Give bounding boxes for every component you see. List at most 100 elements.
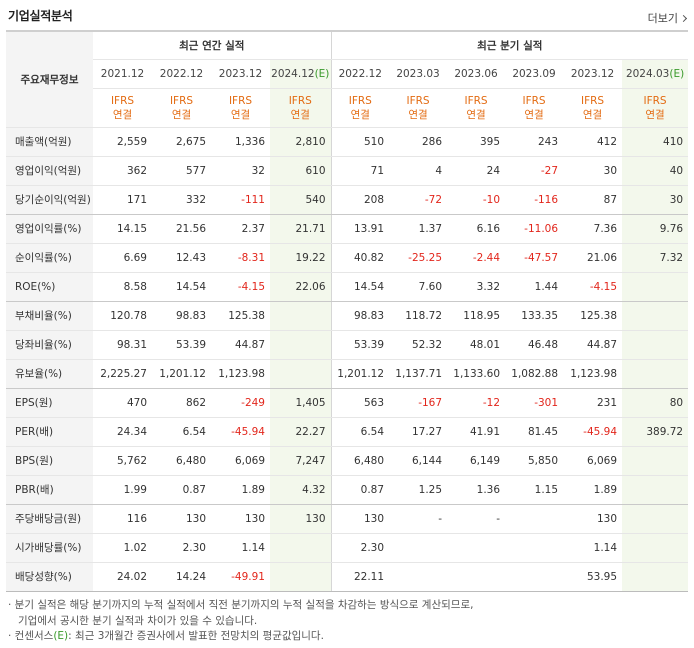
table-cell: 577 (152, 156, 211, 186)
table-cell: 81.45 (505, 417, 564, 447)
table-cell (622, 272, 689, 302)
row-label: 유보율(%) (6, 359, 93, 389)
table-cell: 1,137.71 (389, 359, 448, 389)
basis-header: IFRS 연결 (211, 88, 270, 128)
table-cell: 7,247 (270, 446, 332, 476)
table-cell: 4 (389, 156, 448, 186)
table-cell (505, 533, 564, 563)
period-header: 2021.12 (93, 59, 152, 89)
basis-header: IFRS 연결 (93, 88, 152, 128)
table-cell: 410 (622, 127, 689, 157)
table-cell: 5,850 (505, 446, 564, 476)
table-cell: 133.35 (505, 301, 564, 331)
table-cell: 98.83 (152, 301, 211, 331)
table-cell: 1.99 (93, 475, 152, 505)
table-cell: 6.16 (447, 214, 506, 244)
table-row: 당좌비율(%) 98.31 53.39 44.87 53.39 52.32 48.01 46.… (6, 330, 689, 360)
footnotes: · 분기 실적은 해당 분기까지의 누적 실적에서 직전 분기까지의 누적 실적… (8, 598, 473, 645)
group-header-annual: 최근 연간 실적 (93, 30, 332, 60)
period-header: 2023.12 (211, 59, 270, 89)
table-cell: 80 (622, 388, 689, 418)
table-cell: 1.89 (211, 475, 270, 505)
table-cell: 52.32 (389, 330, 448, 360)
estimate-mark: (E) (669, 67, 685, 80)
table-cell: -25.25 (389, 243, 448, 273)
period-label: 2023.12 (570, 67, 615, 80)
row-label: ROE(%) (6, 272, 93, 302)
table-cell: 6.54 (330, 417, 390, 447)
period-label: 2021.12 (100, 67, 145, 80)
table-cell: -301 (505, 388, 564, 418)
row-label: 순이익률(%) (6, 243, 93, 273)
table-cell (270, 301, 332, 331)
table-cell: -11.06 (505, 214, 564, 244)
table-cell: 1,082.88 (505, 359, 564, 389)
table-cell: 22.11 (330, 562, 390, 592)
table-cell: 1.14 (563, 533, 623, 563)
table-row: EPS(원) 470 862 -249 1,405 563 -167 -12 -301 231 80 (6, 388, 689, 418)
basis-consolidated: 연결 (230, 108, 251, 121)
basis-consolidated: 연결 (350, 108, 370, 121)
table-cell (270, 562, 332, 592)
period-header: 2024.03(E) (622, 59, 689, 89)
row-label: 당좌비율(%) (6, 330, 93, 360)
table-row: 유보율(%) 2,225.27 1,201.12 1,123.98 1,201.12 1,… (6, 359, 689, 389)
table-cell: 171 (93, 185, 152, 215)
table-cell (447, 533, 506, 563)
table-cell: 540 (270, 185, 332, 215)
table-cell: 130 (563, 504, 623, 534)
table-cell: 1,336 (211, 127, 270, 157)
table-cell: -47.57 (505, 243, 564, 273)
table-cell: -249 (211, 388, 270, 418)
table-cell: 1.44 (505, 272, 564, 302)
table-row: 시가배당률(%) 1.02 2.30 1.14 2.30 1.14 (6, 533, 689, 563)
row-label: PER(배) (6, 417, 93, 447)
table-row: 순이익률(%) 6.69 12.43 -8.31 19.22 40.82 -25.25 -2.… (6, 243, 689, 273)
table-cell: 1.02 (93, 533, 152, 563)
table-cell: 1,201.12 (330, 359, 390, 389)
table-cell: 30 (622, 185, 689, 215)
table-cell: 12.43 (152, 243, 211, 273)
table-cell: 130 (330, 504, 390, 534)
table-cell: 1.25 (389, 475, 448, 505)
table-cell: 8.58 (93, 272, 152, 302)
table-cell: 6,480 (152, 446, 211, 476)
table-cell: -49.91 (211, 562, 270, 592)
table-cell: 14.54 (330, 272, 390, 302)
more-link[interactable]: 더보기 (648, 10, 688, 26)
table-cell: 1.36 (447, 475, 506, 505)
table-cell: 53.39 (152, 330, 211, 360)
table-cell (270, 359, 332, 389)
basis-header: IFRS 연결 (505, 88, 564, 128)
table-cell: 1,133.60 (447, 359, 506, 389)
period-label: 2024.03 (625, 67, 670, 80)
table-cell: -27 (505, 156, 564, 186)
table-cell: 2.37 (211, 214, 270, 244)
footnote-1-cont: 기업에서 공시한 분기 실적과 차이가 있을 수 있습니다. (18, 614, 258, 627)
table-cell: 362 (93, 156, 152, 186)
table-cell: 6,069 (563, 446, 623, 476)
table-cell (622, 301, 689, 331)
basis-ifrs: IFRS (522, 94, 546, 107)
basis-header: IFRS 연결 (270, 88, 332, 128)
table-cell (389, 562, 448, 592)
table-cell: 1.15 (505, 475, 564, 505)
row-label: 부채비율(%) (6, 301, 93, 331)
basis-consolidated: 연결 (524, 108, 544, 121)
table-row: ROE(%) 8.58 14.54 -4.15 22.06 14.54 7.60 3.32 1.… (6, 272, 689, 302)
table-cell: 21.06 (563, 243, 623, 273)
row-label: 영업이익률(%) (6, 214, 93, 244)
table-cell: 120.78 (93, 301, 152, 331)
footnote-2: · 컨센서스(E): 최근 3개월간 증권사에서 발표한 전망치의 평균값입니다… (8, 629, 473, 645)
basis-ifrs: IFRS (464, 94, 488, 107)
table-cell: -12 (447, 388, 506, 418)
period-header: 2022.12 (152, 59, 211, 89)
row-label: BPS(원) (6, 446, 93, 476)
table-cell: 22.27 (270, 417, 332, 447)
table-row: 영업이익(억원) 362 577 32 610 71 4 24 -27 30 40 (6, 156, 689, 186)
row-label: 매출액(억원) (6, 127, 93, 157)
table-cell: 21.56 (152, 214, 211, 244)
table-cell: 0.87 (152, 475, 211, 505)
table-cell: 44.87 (563, 330, 623, 360)
table-corner-label: 주요재무정보 (6, 30, 93, 128)
